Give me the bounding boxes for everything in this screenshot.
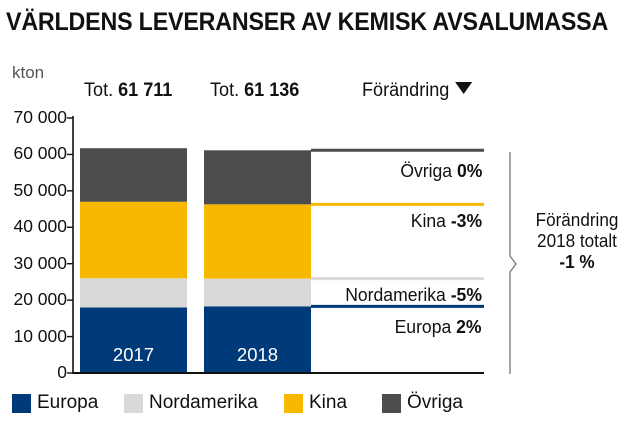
chart-title: VÄRLDENS LEVERANSER AV KEMISK AVSALUMASS… [6,8,609,36]
total-value: 61 136 [244,80,300,101]
change-header: Förändring [362,80,473,102]
bar-segment-kina-2018 [204,204,311,279]
y-axis-unit: kton [12,63,45,82]
legend-swatch [12,393,31,413]
change-header-label: Förändring [362,80,450,101]
change-label: Nordamerika [345,284,446,305]
y-tick-label: 40 000 [13,216,67,237]
change-label: Övriga [399,160,452,181]
legend-label: Nordamerika [149,392,258,413]
y-tick-label: 70 000 [13,107,67,127]
legend-item-europa: Europa [12,392,98,414]
bar-segment-kina-2017 [80,201,187,279]
change-value: -3% [450,210,482,231]
bracket-line [509,152,517,374]
bar-segment-europa-2017 [80,307,187,373]
change-ovriga: Övriga 0% [400,160,482,182]
y-tick-label: 0 [57,362,67,382]
y-tick-label: 10 000 [13,325,67,346]
y-tick-label: 50 000 [13,179,67,200]
total-change-line1: Förändring [535,210,619,230]
change-nordamerika: Nordamerika -5% [345,284,482,306]
total-prefix: Tot. [210,80,240,101]
bar-segment-vriga-2017 [80,148,187,202]
total-2017: Tot. 61 711 [84,80,172,102]
y-tick-label: 20 000 [13,289,67,310]
total-value: 61 711 [118,80,173,101]
total-prefix: Tot. [84,80,114,101]
change-value: -5% [450,284,482,305]
bar-segment-vriga-2018 [204,150,311,205]
legend-swatch [284,393,303,413]
legend-swatch [382,393,401,413]
total-change-line2: 2018 totalt [537,231,617,251]
total-change-box: Förändring 2018 totalt -1 % [521,210,633,273]
total-2018: Tot. 61 136 [210,80,299,102]
triangle-down-icon [454,82,473,94]
bar-category-label: 2017 [113,344,154,365]
bar-segment-europa-2018 [204,306,311,373]
legend-label: Europa [37,392,99,413]
y-tick-label: 60 000 [13,143,67,164]
legend-item-ovriga: Övriga [382,392,463,414]
total-change-value: -1 % [559,252,595,272]
y-tick-label: 30 000 [13,252,67,273]
legend-label: Kina [309,392,348,413]
bar-segment-nordamerika-2017 [80,278,187,308]
bar-segment-nordamerika-2018 [204,278,311,307]
change-europa: Europa 2% [395,316,482,338]
legend-item-nordamerika: Nordamerika [124,392,258,414]
change-kina: Kina -3% [411,210,482,232]
legend-swatch [124,393,143,413]
change-label: Kina [410,210,446,231]
bar-category-label: 2018 [237,344,278,365]
legend-item-kina: Kina [284,392,347,414]
change-value: 2% [456,316,482,337]
change-label: Europa [395,316,452,337]
legend-label: Övriga [407,392,463,413]
change-value: 0% [456,160,482,181]
